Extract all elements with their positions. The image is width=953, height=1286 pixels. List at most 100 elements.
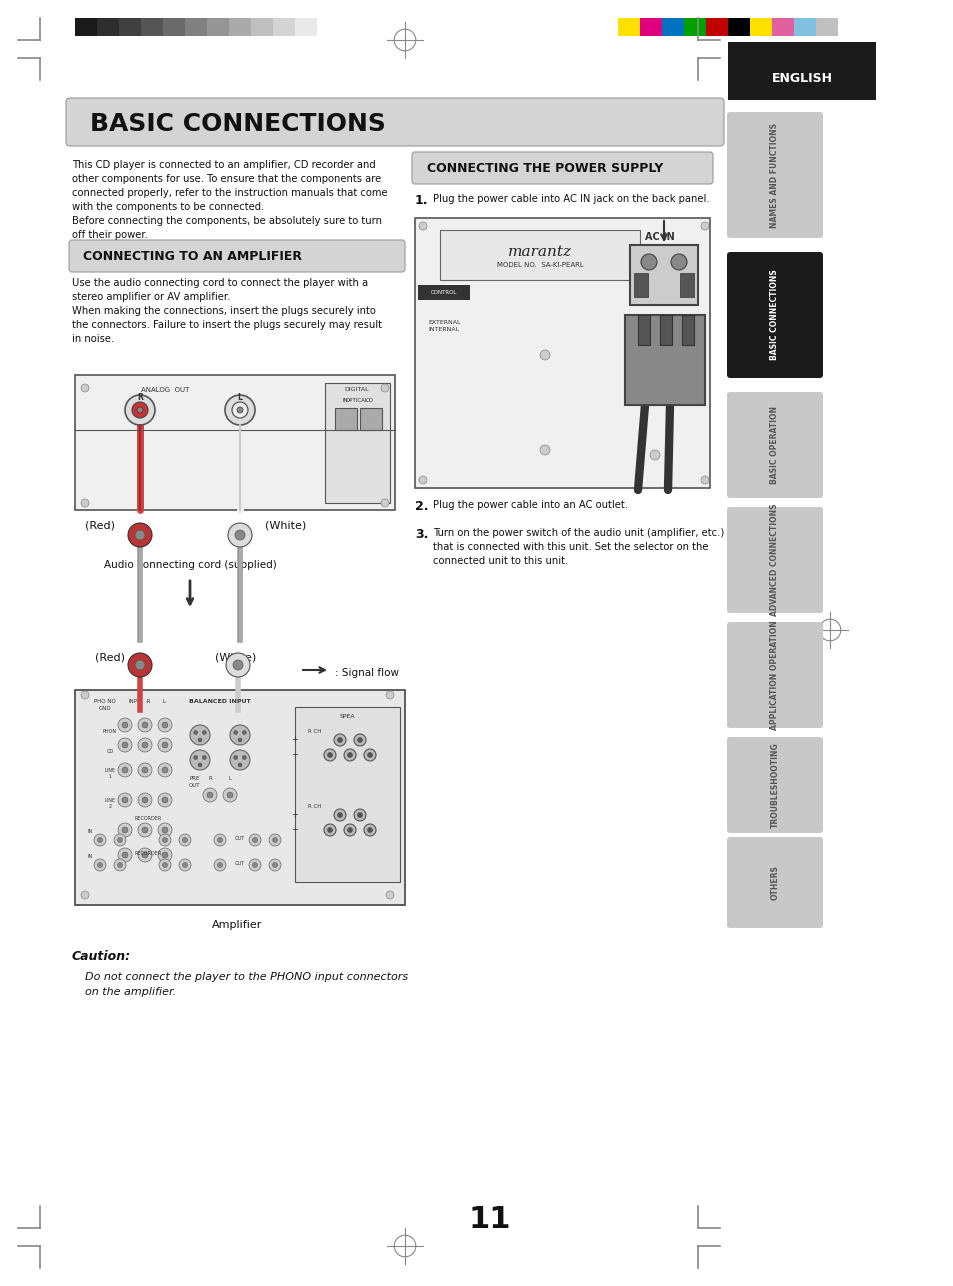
Text: BASIC OPERATION: BASIC OPERATION bbox=[770, 406, 779, 484]
Text: PHON: PHON bbox=[103, 729, 117, 734]
Text: L: L bbox=[229, 775, 232, 781]
Text: CONTROL: CONTROL bbox=[431, 289, 456, 294]
Bar bbox=[359, 408, 381, 430]
Text: 3.: 3. bbox=[415, 529, 428, 541]
Circle shape bbox=[364, 824, 375, 836]
Circle shape bbox=[236, 406, 243, 413]
Bar bbox=[141, 18, 163, 36]
Circle shape bbox=[162, 766, 168, 773]
Circle shape bbox=[237, 738, 242, 742]
Circle shape bbox=[269, 835, 281, 846]
Bar bbox=[749, 18, 771, 36]
Text: ·R: ·R bbox=[145, 700, 151, 703]
Text: L·: L· bbox=[162, 700, 167, 703]
Text: MODEL NO.  SA-KI-PEARL: MODEL NO. SA-KI-PEARL bbox=[497, 262, 583, 267]
Circle shape bbox=[159, 835, 171, 846]
Circle shape bbox=[138, 763, 152, 777]
Circle shape bbox=[162, 827, 168, 833]
Text: IN: IN bbox=[342, 397, 348, 403]
Circle shape bbox=[179, 835, 191, 846]
Circle shape bbox=[649, 450, 659, 460]
Text: R: R bbox=[208, 775, 212, 781]
Circle shape bbox=[213, 835, 226, 846]
FancyBboxPatch shape bbox=[726, 252, 822, 378]
Bar bbox=[294, 707, 399, 882]
Circle shape bbox=[117, 863, 122, 868]
Text: (Red): (Red) bbox=[85, 520, 115, 530]
Circle shape bbox=[337, 813, 342, 818]
Circle shape bbox=[94, 835, 106, 846]
Circle shape bbox=[233, 755, 237, 760]
Circle shape bbox=[649, 370, 659, 379]
Bar bbox=[659, 315, 671, 345]
Circle shape bbox=[182, 863, 188, 868]
Circle shape bbox=[249, 859, 261, 871]
Circle shape bbox=[158, 823, 172, 837]
Circle shape bbox=[230, 750, 250, 770]
Circle shape bbox=[233, 730, 237, 734]
Circle shape bbox=[128, 653, 152, 676]
Circle shape bbox=[364, 748, 375, 761]
FancyBboxPatch shape bbox=[726, 507, 822, 613]
Circle shape bbox=[367, 752, 372, 757]
Bar bbox=[316, 18, 338, 36]
Circle shape bbox=[135, 530, 145, 540]
Circle shape bbox=[125, 395, 154, 424]
Circle shape bbox=[142, 766, 148, 773]
Circle shape bbox=[225, 395, 254, 424]
FancyBboxPatch shape bbox=[726, 622, 822, 728]
Circle shape bbox=[334, 734, 346, 746]
Circle shape bbox=[334, 809, 346, 820]
Circle shape bbox=[223, 788, 236, 802]
Bar bbox=[679, 273, 693, 297]
Bar bbox=[273, 18, 294, 36]
Text: CONNECTING TO AN AMPLIFIER: CONNECTING TO AN AMPLIFIER bbox=[83, 251, 302, 264]
Text: Audio connecting cord (supplied): Audio connecting cord (supplied) bbox=[104, 559, 276, 570]
Circle shape bbox=[367, 827, 372, 832]
Text: PHO NO: PHO NO bbox=[94, 700, 115, 703]
Bar bbox=[75, 691, 405, 905]
Circle shape bbox=[190, 750, 210, 770]
Circle shape bbox=[81, 691, 89, 700]
Circle shape bbox=[135, 660, 145, 670]
Bar bbox=[634, 273, 647, 297]
Circle shape bbox=[158, 738, 172, 752]
Text: Amplifier: Amplifier bbox=[212, 919, 262, 930]
Text: (White): (White) bbox=[214, 652, 256, 662]
Text: NAMES AND FUNCTIONS: NAMES AND FUNCTIONS bbox=[770, 122, 779, 228]
Bar bbox=[415, 219, 709, 487]
Circle shape bbox=[179, 859, 191, 871]
Text: LINE
1: LINE 1 bbox=[104, 768, 115, 779]
Circle shape bbox=[97, 837, 102, 842]
Bar bbox=[335, 408, 356, 430]
Bar bbox=[771, 18, 793, 36]
Circle shape bbox=[122, 827, 128, 833]
Bar bbox=[683, 18, 705, 36]
Circle shape bbox=[113, 835, 126, 846]
Text: (Red): (Red) bbox=[95, 652, 125, 662]
Text: R: R bbox=[137, 392, 143, 401]
Circle shape bbox=[640, 255, 657, 270]
Text: : Signal flow: : Signal flow bbox=[335, 667, 398, 678]
Bar bbox=[325, 383, 390, 503]
Bar bbox=[75, 18, 97, 36]
Circle shape bbox=[159, 859, 171, 871]
Circle shape bbox=[198, 738, 202, 742]
Bar bbox=[815, 18, 837, 36]
FancyBboxPatch shape bbox=[412, 152, 712, 184]
Circle shape bbox=[113, 859, 126, 871]
Text: OUT: OUT bbox=[234, 836, 245, 841]
Bar bbox=[793, 18, 815, 36]
Bar bbox=[705, 18, 727, 36]
Text: RECORDER: RECORDER bbox=[134, 817, 161, 820]
Text: OUT: OUT bbox=[189, 783, 200, 788]
Circle shape bbox=[122, 742, 128, 748]
FancyBboxPatch shape bbox=[726, 392, 822, 498]
Text: TROUBLESHOOTING: TROUBLESHOOTING bbox=[770, 742, 779, 828]
Text: OTHERS: OTHERS bbox=[770, 865, 779, 900]
Circle shape bbox=[193, 730, 197, 734]
Text: (White): (White) bbox=[265, 520, 306, 530]
Bar bbox=[638, 315, 649, 345]
Text: Use the audio connecting cord to connect the player with a
stereo amplifier or A: Use the audio connecting cord to connect… bbox=[71, 278, 381, 343]
Text: CD: CD bbox=[107, 748, 113, 754]
